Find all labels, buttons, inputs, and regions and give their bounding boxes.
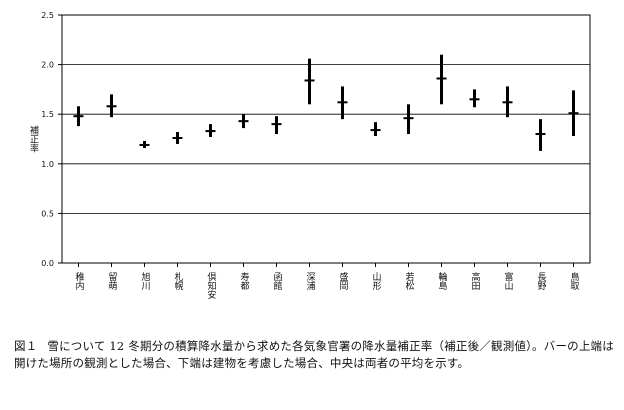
y-tick-label: 1.5 bbox=[41, 110, 54, 119]
x-tick-label: 深浦 bbox=[305, 272, 316, 291]
y-tick-label: 2.5 bbox=[41, 11, 54, 20]
y-tick-label: 0.0 bbox=[41, 259, 54, 268]
x-tick-label: 倶知安 bbox=[206, 272, 217, 300]
x-tick-label: 高田 bbox=[470, 271, 481, 291]
y-axis-label: 補正率 bbox=[28, 124, 39, 153]
x-tick-label: 鳥取 bbox=[569, 271, 580, 291]
caption-text: 雪について 12 冬期分の積算降水量から求めた各気象官署の降水量補正率（補正後／… bbox=[14, 339, 614, 370]
x-tick-label: 稚内 bbox=[74, 272, 85, 291]
y-tick-label: 1.0 bbox=[41, 160, 54, 169]
x-tick-label: 盛岡 bbox=[338, 271, 349, 291]
x-tick-label: 長野 bbox=[536, 272, 547, 290]
y-axis: 0.0 0.5 1.0 1.5 2.0 2.5 bbox=[41, 11, 62, 268]
x-axis: 稚内 留萌 旭川 札幌 倶知安 寿都 函館 深浦 盛岡 山形 若松 輪島 高田 富山 長野 鳥取 bbox=[74, 263, 580, 300]
x-tick-label: 旭川 bbox=[140, 271, 151, 290]
x-tick-label: 函館 bbox=[272, 272, 283, 291]
x-tick-label: 寿都 bbox=[239, 271, 250, 291]
x-tick-label: 山形 bbox=[371, 272, 382, 291]
x-tick-label: 若松 bbox=[404, 271, 415, 291]
caption-label: 図１ bbox=[14, 339, 38, 353]
x-tick-label: 札幌 bbox=[173, 271, 184, 291]
range-bars bbox=[73, 54, 579, 151]
plot-area bbox=[61, 14, 591, 264]
x-tick-label: 富山 bbox=[503, 271, 514, 290]
x-tick-label: 留萌 bbox=[107, 271, 118, 291]
figure-caption: 図１ 雪について 12 冬期分の積算降水量から求めた各気象官署の降水量補正率（補正… bbox=[14, 338, 618, 372]
x-tick-label: 輪島 bbox=[437, 271, 448, 291]
y-tick-label: 0.5 bbox=[41, 209, 54, 218]
gridlines bbox=[62, 64, 590, 214]
chart: 0.0 0.5 1.0 1.5 2.0 2.5 稚内 留萌 旭川 札幌 倶知安 寿都 函館 深浦 盛岡 山形… bbox=[28, 11, 591, 300]
y-tick-label: 2.0 bbox=[41, 61, 54, 70]
